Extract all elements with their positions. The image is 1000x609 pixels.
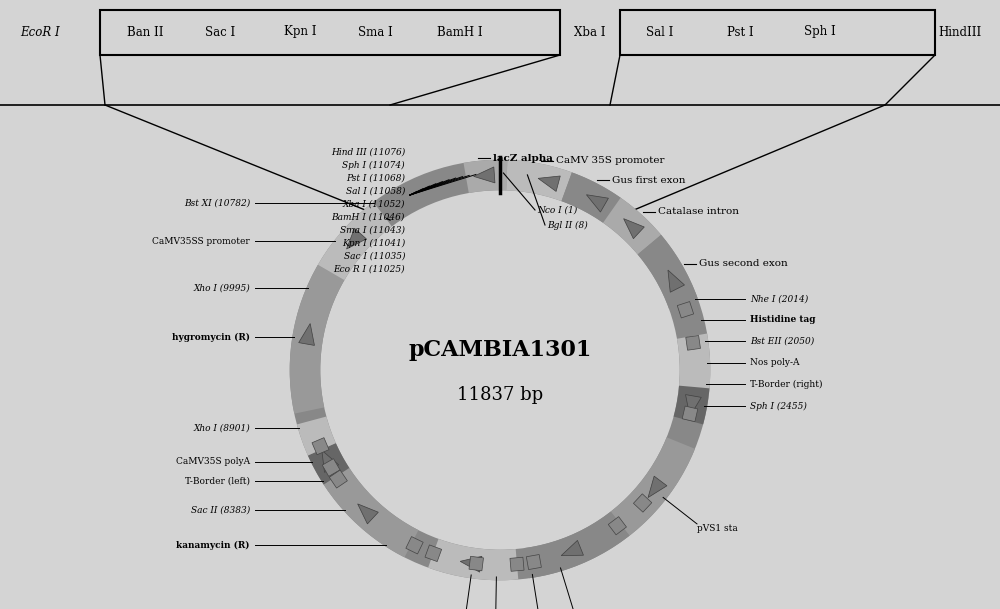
Text: HindIII: HindIII: [938, 26, 982, 38]
Text: Pst I: Pst I: [727, 26, 753, 38]
Text: Sph I (2455): Sph I (2455): [750, 401, 807, 410]
Bar: [100, 10, 560, 55]
Polygon shape: [406, 537, 423, 554]
Polygon shape: [425, 545, 442, 561]
Text: Sph I: Sph I: [804, 26, 836, 38]
Text: Sac I: Sac I: [205, 26, 235, 38]
Text: Nos poly-A: Nos poly-A: [750, 358, 800, 367]
Polygon shape: [299, 323, 314, 345]
Text: Bst EII (2050): Bst EII (2050): [750, 337, 814, 346]
Polygon shape: [510, 557, 524, 571]
Text: Catalase intron: Catalase intron: [658, 207, 739, 216]
Text: T-Border (left): T-Border (left): [185, 476, 250, 485]
Text: Histidine tag: Histidine tag: [750, 315, 816, 325]
Text: T-Border (right): T-Border (right): [750, 380, 822, 389]
Polygon shape: [561, 540, 583, 555]
Text: Kpn I: Kpn I: [284, 26, 316, 38]
Text: Sma I: Sma I: [358, 26, 392, 38]
Text: Xho I (9995): Xho I (9995): [193, 284, 250, 293]
Text: Xho I (8901): Xho I (8901): [193, 423, 250, 432]
Text: Hind III (11076): Hind III (11076): [331, 147, 405, 157]
Polygon shape: [686, 395, 701, 417]
Text: Bgl II (8): Bgl II (8): [547, 220, 588, 230]
Text: kanamycin (R): kanamycin (R): [176, 541, 250, 550]
Text: Nco I (1): Nco I (1): [537, 205, 577, 214]
Polygon shape: [608, 516, 626, 535]
Text: Xba I (11052): Xba I (11052): [342, 200, 405, 208]
Text: CaMV35SS promoter: CaMV35SS promoter: [152, 237, 250, 246]
Polygon shape: [322, 450, 339, 473]
Text: Gus first exon: Gus first exon: [612, 176, 685, 185]
Text: Eco R I (11025): Eco R I (11025): [333, 264, 405, 273]
Polygon shape: [526, 555, 541, 569]
Text: Sac II (8383): Sac II (8383): [191, 505, 250, 515]
Text: CaMV35S polyA: CaMV35S polyA: [176, 457, 250, 466]
Text: pCAMBIA1301: pCAMBIA1301: [408, 339, 592, 361]
Polygon shape: [358, 504, 378, 524]
Text: Sph I (11074): Sph I (11074): [342, 160, 405, 169]
Polygon shape: [686, 336, 700, 350]
Polygon shape: [460, 556, 482, 572]
Text: Nhe I (2014): Nhe I (2014): [750, 295, 808, 304]
Text: Pst I (11068): Pst I (11068): [346, 174, 405, 183]
Polygon shape: [648, 476, 667, 498]
Polygon shape: [469, 556, 483, 571]
Polygon shape: [322, 459, 340, 476]
Polygon shape: [347, 228, 366, 249]
Polygon shape: [538, 176, 560, 191]
Text: BamH I: BamH I: [437, 26, 483, 38]
Text: Sac I (11035): Sac I (11035): [344, 252, 405, 261]
Text: 11837 bp: 11837 bp: [457, 386, 543, 404]
Polygon shape: [624, 219, 644, 239]
Polygon shape: [668, 270, 685, 292]
Text: Sal I (11058): Sal I (11058): [346, 186, 405, 195]
Text: Bst XI (10782): Bst XI (10782): [184, 199, 250, 208]
Polygon shape: [633, 494, 652, 512]
Bar: [620, 10, 935, 55]
Text: lacZ alpha: lacZ alpha: [493, 153, 553, 163]
Text: pVS1 sta: pVS1 sta: [697, 524, 738, 533]
Polygon shape: [586, 195, 608, 212]
Text: Sal I: Sal I: [646, 26, 674, 38]
Polygon shape: [312, 438, 329, 455]
Text: Gus second exon: Gus second exon: [699, 259, 788, 268]
Text: BamH I (11046): BamH I (11046): [332, 213, 405, 222]
Text: hygromycin (R): hygromycin (R): [172, 333, 250, 342]
Text: Xba I: Xba I: [574, 26, 606, 38]
Text: Sma I (11043): Sma I (11043): [340, 225, 405, 234]
Text: Kpn I (11041): Kpn I (11041): [342, 239, 405, 248]
Polygon shape: [677, 301, 694, 318]
Text: EcoR I: EcoR I: [20, 26, 60, 38]
Text: CaMV 35S promoter: CaMV 35S promoter: [556, 157, 664, 166]
Polygon shape: [682, 406, 698, 421]
Polygon shape: [329, 470, 347, 488]
Polygon shape: [474, 167, 495, 183]
Text: Ban II: Ban II: [127, 26, 163, 38]
